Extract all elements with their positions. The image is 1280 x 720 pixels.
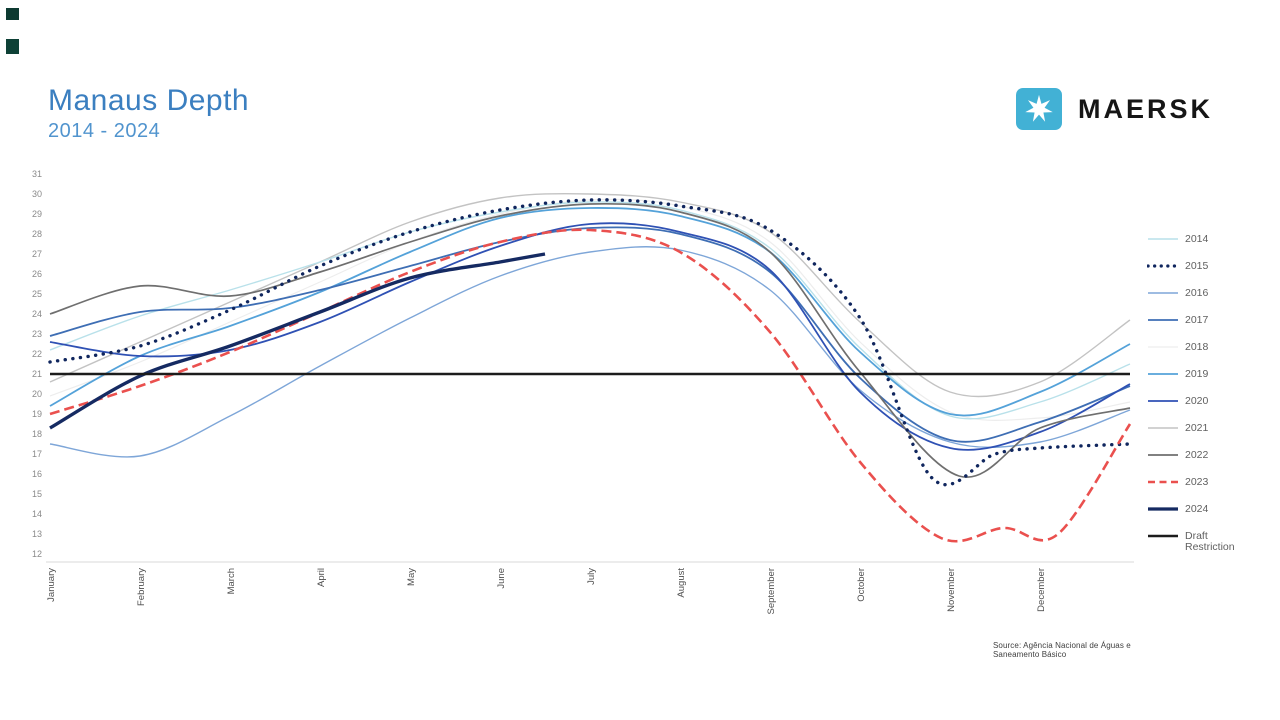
x-axis-month-label: August: [676, 568, 687, 598]
legend-label: 2019: [1185, 368, 1209, 380]
legend-swatch: [1148, 346, 1178, 348]
legend-item-2024: 2024: [1147, 503, 1267, 515]
page-subtitle: 2014 - 2024: [48, 120, 161, 142]
y-axis-tick-label: 23: [32, 329, 42, 339]
x-axis-month-label: February: [136, 568, 147, 606]
x-axis-month-label: December: [1036, 568, 1047, 612]
x-axis-month-label: January: [46, 568, 57, 602]
legend-item-2016: 2016: [1147, 287, 1267, 299]
y-axis-tick-label: 18: [32, 429, 42, 439]
x-axis-month-label: May: [406, 568, 417, 586]
seven-pointed-star-icon: [1025, 94, 1053, 122]
legend-swatch: [1147, 264, 1179, 268]
y-axis-tick-label: 28: [32, 229, 42, 239]
chart-svg: 12 13 14 15 16 17 18 19 20 21 22 23 24 25 26 27 28 29 30 31…: [32, 169, 1134, 614]
legend-label: 2023: [1185, 476, 1209, 488]
series-line-2021: [49, 192, 1131, 398]
legend-swatch: [1148, 400, 1178, 402]
corner-marker-icon: [6, 8, 19, 20]
y-axis-tick-label: 27: [32, 249, 42, 259]
legend-item-2023: 2023: [1147, 476, 1267, 488]
legend-item-2022: 2022: [1147, 449, 1267, 461]
legend-label: 2018: [1185, 341, 1209, 353]
chart-legend: 2014 2015 2016 2017 2018 2019 2020 2021 2022 2023…: [1147, 234, 1267, 570]
y-axis-tick-label: 26: [32, 269, 42, 279]
y-axis-tick-label: 25: [32, 289, 42, 299]
legend-item-draft-restriction: Draft Restriction: [1147, 531, 1267, 553]
y-axis-tick-label: 13: [32, 529, 42, 539]
x-axis-month-label: March: [226, 568, 237, 594]
y-axis-tick-label: 29: [32, 209, 42, 219]
legend-label: 2024: [1185, 503, 1209, 515]
series-line-2017: [49, 226, 1131, 443]
y-axis-tick-label: 22: [32, 349, 42, 359]
series-line-2024: [49, 252, 546, 430]
legend-item-2021: 2021: [1147, 422, 1267, 434]
legend-label: 2022: [1185, 449, 1209, 461]
series-line-2015: [48, 198, 1132, 487]
legend-label: 2015: [1185, 260, 1209, 272]
legend-item-2015: 2015: [1147, 260, 1267, 272]
legend-swatch: [1148, 238, 1178, 240]
title-block: Manaus Depth 2014 - 2024: [48, 84, 249, 143]
page-title: Manaus Depth: [48, 84, 250, 117]
x-axis-month-label: April: [316, 568, 327, 587]
legend-swatch: [1148, 480, 1178, 484]
series-line-2018: [49, 198, 1131, 421]
series-line-2014: [49, 201, 1131, 420]
corner-marker-icon: [6, 39, 19, 54]
legend-swatch: [1148, 319, 1178, 321]
y-axis-tick-label: 17: [32, 449, 42, 459]
source-note: Source: Agência Nacional de Águas e Sane…: [993, 641, 1131, 659]
y-axis-tick-label: 24: [32, 309, 42, 319]
y-axis-tick-label: 31: [32, 169, 42, 179]
y-axis-tick-label: 15: [32, 489, 42, 499]
legend-item-2020: 2020: [1147, 395, 1267, 407]
legend-label: 2017: [1185, 314, 1209, 326]
legend-label: Draft Restriction: [1185, 530, 1235, 553]
legend-item-2014: 2014: [1147, 233, 1267, 245]
series-line-2023: [49, 228, 1132, 543]
y-axis-tick-label: 19: [32, 409, 42, 419]
y-axis-tick-label: 30: [32, 189, 42, 199]
legend-item-2017: 2017: [1147, 314, 1267, 326]
y-axis-tick-label: 20: [32, 389, 42, 399]
legend-swatch: [1148, 454, 1178, 456]
series-line-2016: [49, 246, 1131, 458]
series-line-2019: [49, 207, 1131, 417]
y-axis-tick-label: 21: [32, 369, 42, 379]
y-axis-tick-label: 14: [32, 509, 42, 519]
legend-swatch: [1148, 507, 1178, 511]
legend-label: 2020: [1185, 395, 1209, 407]
legend-swatch: [1148, 373, 1178, 375]
y-axis-tick-label: 12: [32, 549, 42, 559]
x-axis-month-label: June: [496, 568, 507, 589]
series-line-2022: [49, 202, 1131, 479]
legend-swatch: [1148, 534, 1178, 538]
x-axis-month-label: July: [586, 568, 597, 585]
legend-label: 2021: [1185, 422, 1209, 434]
maersk-logo: MAERSK: [1016, 88, 1213, 130]
x-axis-month-label: November: [946, 568, 957, 612]
legend-swatch: [1148, 292, 1178, 294]
legend-label: 2016: [1185, 287, 1209, 299]
legend-swatch: [1148, 427, 1178, 429]
x-axis-month-label: October: [856, 568, 867, 602]
maersk-wordmark: MAERSK: [1078, 93, 1214, 124]
x-axis-month-label: September: [766, 568, 777, 614]
legend-item-2018: 2018: [1147, 341, 1267, 353]
legend-label: 2014: [1185, 233, 1209, 245]
y-axis-tick-label: 16: [32, 469, 42, 479]
series-line-2020: [49, 222, 1131, 451]
legend-item-2019: 2019: [1147, 368, 1267, 380]
maersk-star-icon: [1016, 88, 1062, 130]
